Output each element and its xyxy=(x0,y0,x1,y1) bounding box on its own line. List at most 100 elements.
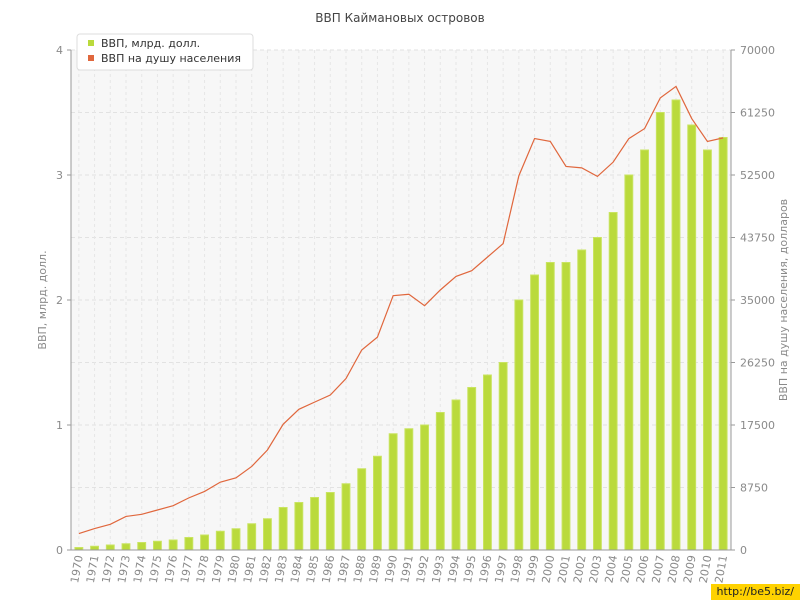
x-tick-label: 2000 xyxy=(540,554,558,584)
axes xyxy=(67,49,735,551)
y-left-tick-label: 3 xyxy=(56,169,63,182)
bar-gdp-2011 xyxy=(718,137,728,551)
legend-box xyxy=(76,33,254,71)
line-series xyxy=(78,85,724,535)
bar-gdp-1977 xyxy=(184,537,194,551)
y-right-tick-label: 43750 xyxy=(740,232,775,245)
bar-gdp-1981 xyxy=(247,523,257,551)
x-tick-label: 1972 xyxy=(100,554,118,584)
legend: ВВП, млрд. долл. ВВП на душу населения xyxy=(76,33,254,71)
bar-gdp-1987 xyxy=(341,483,351,551)
bar-gdp-1992 xyxy=(420,424,429,551)
bar-gdp-1980 xyxy=(231,528,241,551)
bar-gdp-1971 xyxy=(90,545,100,551)
x-tick-label: 2010 xyxy=(697,554,715,584)
y-left-tick-label: 2 xyxy=(56,294,63,307)
bar-gdp-1998 xyxy=(514,299,524,551)
bar-gdp-2009 xyxy=(687,124,697,551)
bar-series xyxy=(74,99,728,551)
x-tick-label: 1986 xyxy=(320,554,338,584)
x-tick-label: 1990 xyxy=(382,554,400,584)
bar-gdp-2005 xyxy=(624,174,634,551)
chart-title: ВВП Каймановых островов xyxy=(315,11,484,25)
y-right-axis-label: ВВП на душу населения, долларов xyxy=(777,199,790,401)
bar-gdp-1973 xyxy=(121,543,131,551)
x-tick-label: 1992 xyxy=(414,554,432,584)
bar-gdp-2010 xyxy=(703,149,712,551)
legend-swatch-gdp xyxy=(88,40,94,46)
x-tick-label: 1971 xyxy=(84,554,102,584)
x-tick-label: 1987 xyxy=(335,554,353,584)
bar-gdp-1972 xyxy=(105,544,115,551)
bar-gdp-1984 xyxy=(294,502,304,551)
y-right-tick-label: 8750 xyxy=(740,482,768,495)
x-tick-label: 1977 xyxy=(178,554,196,584)
bar-gdp-1985 xyxy=(310,497,319,551)
bar-gdp-1999 xyxy=(530,274,540,551)
x-tick-label: 2006 xyxy=(634,554,652,584)
legend-label-gdp: ВВП, млрд. долл. xyxy=(101,37,200,50)
bar-gdp-2000 xyxy=(545,262,555,551)
x-tick-label: 1979 xyxy=(210,554,228,584)
x-tick-label: 2002 xyxy=(571,554,589,584)
x-tick-label: 1981 xyxy=(241,554,259,584)
x-tick-label: 1983 xyxy=(272,554,290,584)
x-tick-label: 1985 xyxy=(304,554,322,584)
x-tick-label: 1974 xyxy=(131,554,149,584)
y-right-tick-label: 61250 xyxy=(740,107,775,120)
x-tick-label: 1978 xyxy=(194,554,212,584)
bar-gdp-1996 xyxy=(483,374,492,551)
line-gdp-per-capita xyxy=(78,85,724,535)
legend-swatch-gdp-per-capita xyxy=(88,55,94,61)
y-right-tick-label: 70000 xyxy=(740,44,775,57)
x-tick-label: 1996 xyxy=(477,554,495,584)
x-tick-label: 2009 xyxy=(681,554,699,584)
x-tick-label: 1982 xyxy=(257,554,275,584)
x-tick-label: 2008 xyxy=(665,554,683,584)
y-right-tick-label: 0 xyxy=(740,544,747,557)
bar-gdp-2001 xyxy=(561,262,571,551)
bar-gdp-1988 xyxy=(357,468,367,551)
x-tick-label: 1998 xyxy=(508,554,526,584)
bar-gdp-1982 xyxy=(263,518,272,551)
x-tick-label: 2007 xyxy=(650,554,668,584)
bar-gdp-1994 xyxy=(451,399,461,551)
y-left-tick-label: 0 xyxy=(56,544,63,557)
x-tick-label: 2003 xyxy=(587,554,605,584)
x-tick-label: 1991 xyxy=(398,554,416,584)
bar-gdp-1989 xyxy=(373,455,382,551)
x-tick-label: 1970 xyxy=(68,554,86,584)
x-tick-label: 1989 xyxy=(367,554,385,584)
bar-gdp-2006 xyxy=(640,149,650,551)
y-right-tick-label: 52500 xyxy=(740,169,775,182)
x-tick-label: 2005 xyxy=(618,554,636,584)
bar-gdp-1995 xyxy=(467,387,477,551)
bar-gdp-2002 xyxy=(577,249,587,551)
watermark: http://be5.biz/ xyxy=(710,584,800,600)
x-tick-label: 2001 xyxy=(555,554,573,584)
y-left-axis-label: ВВП, млрд. долл. xyxy=(36,250,49,349)
x-tick-label: 1975 xyxy=(147,554,165,584)
x-tick-label: 1984 xyxy=(288,554,306,584)
x-tick-label: 1995 xyxy=(461,554,479,584)
x-tick-label: 1999 xyxy=(524,554,542,584)
y-right-tick-label: 17500 xyxy=(740,419,775,432)
x-tick-label: 1988 xyxy=(351,554,369,584)
bar-gdp-1986 xyxy=(325,492,335,551)
bar-gdp-2008 xyxy=(671,99,681,551)
legend-label-gdp-per-capita: ВВП на душу населения xyxy=(101,52,241,65)
x-tick-label: 1993 xyxy=(430,554,448,584)
y-right-tick-label: 26250 xyxy=(740,357,775,370)
bar-gdp-2003 xyxy=(593,237,602,551)
bar-gdp-2007 xyxy=(655,112,665,551)
x-tick-label: 1976 xyxy=(162,554,180,584)
bar-gdp-1983 xyxy=(278,507,288,551)
x-tick-label: 1973 xyxy=(115,554,133,584)
x-tick-label: 1980 xyxy=(225,554,243,584)
bar-gdp-1993 xyxy=(435,412,445,551)
bar-gdp-2004 xyxy=(608,212,618,551)
x-tick-label: 2004 xyxy=(602,554,620,584)
bar-gdp-1991 xyxy=(404,428,414,551)
tick-labels: 0 1 2 3 4 0 8750 17500 26250 35000 43750 52500 61250… xyxy=(56,44,775,584)
